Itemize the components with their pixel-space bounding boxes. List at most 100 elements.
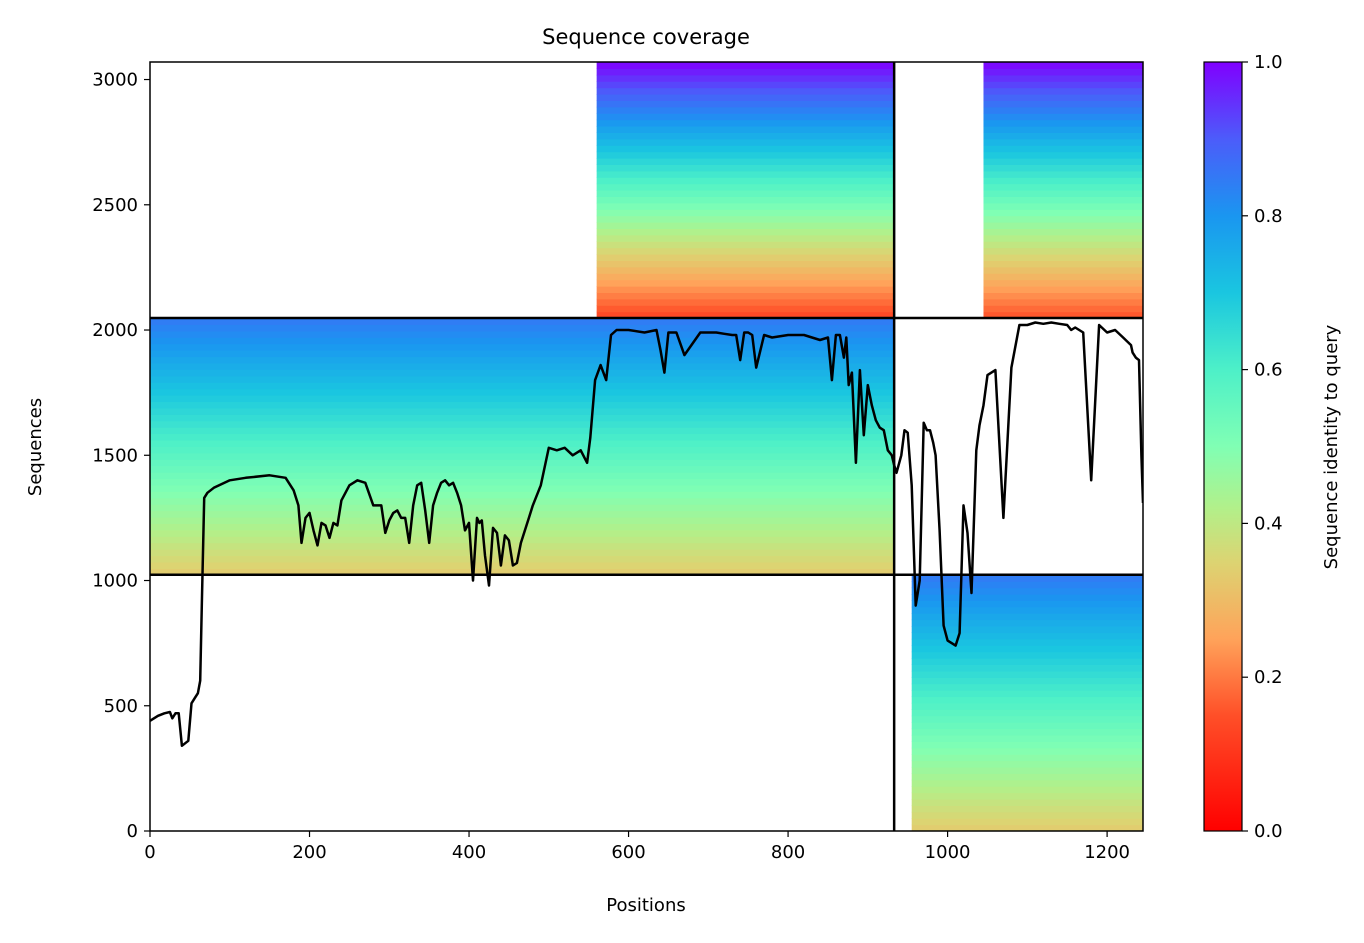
heatmap-strip <box>596 183 895 191</box>
x-tick-label: 800 <box>771 842 805 863</box>
heatmap-strip <box>596 87 895 95</box>
heatmap-strip <box>911 811 1143 819</box>
coverage-line <box>150 321 1143 748</box>
heatmap-strip <box>983 189 1143 197</box>
heatmap-strip <box>596 209 895 217</box>
heatmap-strip <box>911 824 1143 831</box>
heatmap-strip <box>150 484 895 492</box>
heatmap-strip <box>983 151 1143 159</box>
heatmap-strip <box>911 638 1143 646</box>
heatmap-strip <box>596 253 895 261</box>
heatmap-strip <box>596 119 895 127</box>
x-tick-label: 400 <box>452 842 486 863</box>
heatmap-strip <box>596 93 895 101</box>
y-tick-label: 500 <box>104 696 138 717</box>
heatmap-strip <box>911 593 1143 601</box>
heatmap-strip <box>911 798 1143 806</box>
heatmap-strip <box>911 792 1143 800</box>
heatmap-strip <box>911 709 1143 717</box>
heatmap-strip <box>983 234 1143 242</box>
x-axis-label: Positions <box>606 895 685 916</box>
heatmap-strip <box>150 388 895 396</box>
heatmap-strip <box>983 132 1143 140</box>
heatmap-strip <box>596 106 895 114</box>
heatmap-strip <box>150 555 895 563</box>
heatmap-strip <box>983 87 1143 95</box>
heatmap-strip <box>596 62 895 69</box>
heatmap-strip <box>150 427 895 435</box>
heatmap-strip <box>911 645 1143 653</box>
heatmap-strip <box>983 247 1143 255</box>
heatmap-strip <box>983 292 1143 300</box>
heatmap-strip <box>911 818 1143 826</box>
heatmap-strip <box>983 113 1143 121</box>
heatmap-strip <box>596 74 895 82</box>
heatmap-strip <box>596 113 895 121</box>
heatmap-strip <box>150 452 895 460</box>
x-tick-label: 1200 <box>1084 842 1130 863</box>
heatmap-strip <box>596 151 895 159</box>
heatmap-strip <box>596 260 895 268</box>
heatmap-block <box>596 62 895 319</box>
heatmap-strip <box>911 715 1143 723</box>
heatmap-strip <box>596 228 895 236</box>
heatmap-strip <box>596 247 895 255</box>
x-tick-label: 1000 <box>925 842 971 863</box>
heatmap-strip <box>983 196 1143 204</box>
y-tick-label: 0 <box>127 821 138 842</box>
heatmap-strip <box>596 132 895 140</box>
heatmap-strip <box>596 279 895 287</box>
heatmap-strip <box>911 779 1143 787</box>
heatmap-strip <box>150 472 895 480</box>
heatmap-strip <box>911 664 1143 672</box>
heatmap-strip <box>596 221 895 229</box>
heatmap-strip <box>983 279 1143 287</box>
heatmap-strip <box>596 177 895 185</box>
heatmap-strip <box>983 273 1143 281</box>
x-tick-label: 200 <box>292 842 326 863</box>
heatmap-strip <box>983 209 1143 217</box>
heatmap-strip <box>150 407 895 415</box>
heatmap-strip <box>983 260 1143 268</box>
heatmap-strip <box>150 401 895 409</box>
heatmap-strip <box>983 138 1143 146</box>
heatmap-strip <box>150 516 895 524</box>
heatmap-strip <box>911 670 1143 678</box>
heatmap-strip <box>150 343 895 351</box>
heatmap-strip <box>596 81 895 89</box>
heatmap-strip <box>911 741 1143 749</box>
heatmap-strip <box>983 298 1143 306</box>
heatmap-blocks <box>150 62 1143 831</box>
heatmap-strip <box>911 734 1143 742</box>
y-tick-label: 3000 <box>92 70 138 91</box>
heatmap-strip <box>911 722 1143 730</box>
heatmap-strip <box>596 145 895 153</box>
heatmap-strip <box>983 215 1143 223</box>
heatmap-strip <box>911 600 1143 608</box>
colorbar-tick-label: 1.0 <box>1254 52 1283 73</box>
heatmap-strip <box>911 574 1143 582</box>
heatmap-strip <box>911 747 1143 755</box>
heatmap-strip <box>596 157 895 165</box>
coverage-line-layer <box>150 321 1143 748</box>
heatmap-strip <box>150 439 895 447</box>
heatmap-strip <box>150 317 895 326</box>
heatmap-strip <box>596 311 895 319</box>
heatmap-strip <box>983 106 1143 114</box>
heatmap-strip <box>983 125 1143 133</box>
heatmap-strip <box>150 356 895 364</box>
heatmap-strip <box>983 119 1143 127</box>
heatmap-strip <box>150 375 895 383</box>
heatmap-strip <box>911 677 1143 685</box>
plot-frame <box>149 61 1144 832</box>
colorbar-label: Sequence identity to query <box>1321 324 1342 569</box>
heatmap-strip <box>150 382 895 390</box>
heatmap-strip <box>596 202 895 210</box>
heatmap-strip <box>911 632 1143 640</box>
heatmap-strip <box>983 62 1143 69</box>
heatmap-strip <box>983 177 1143 185</box>
heatmap-strip <box>983 93 1143 101</box>
heatmap-strip <box>150 459 895 467</box>
